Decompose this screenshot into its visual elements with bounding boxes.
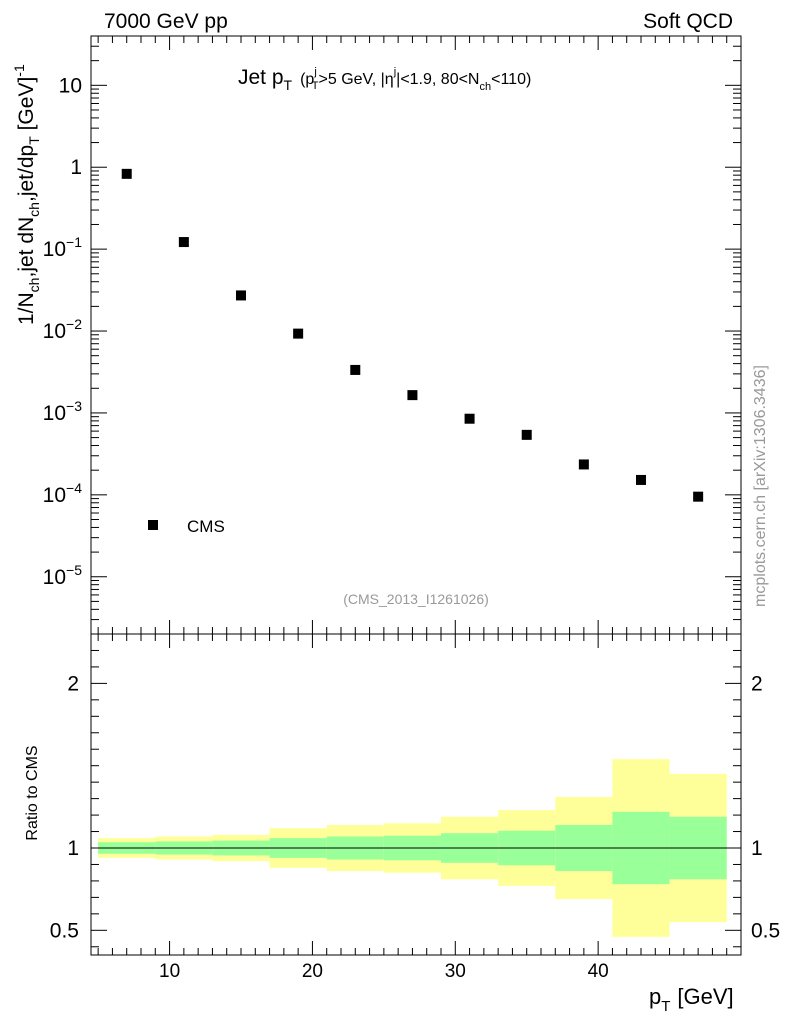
data-point-7 <box>521 429 532 440</box>
data-point-2 <box>236 290 246 301</box>
data-point-6 <box>464 413 475 424</box>
axis-ticks <box>91 35 741 955</box>
header-left: 7000 GeV pp <box>104 10 228 33</box>
x-tick-label-3: 40 <box>588 961 609 982</box>
data-point-0 <box>121 168 132 179</box>
y-tick-label-3: 10−2 <box>43 316 83 343</box>
data-points <box>121 168 704 502</box>
data-point-9 <box>636 474 646 485</box>
y-tick-label-4: 10−1 <box>43 234 83 261</box>
y-tick-label-2: 10−3 <box>43 398 83 425</box>
legend-label-cms: CMS <box>187 517 225 536</box>
data-point-10 <box>693 491 704 502</box>
axis-tick-labels: 10 20 30 40 10−5 10−4 10−3 10−2 10−1 1 10 0.5 0.5 1 1 2… <box>43 74 781 982</box>
y-tick-label-1: 10−4 <box>43 480 83 507</box>
header-right: Soft QCD <box>643 10 733 33</box>
ratio-y-tick-label-right-2: 2 <box>751 672 763 695</box>
data-point-5 <box>407 390 418 401</box>
main-plot-frame <box>90 35 742 635</box>
watermark: mcplots.cern.ch [arXiv:1306.3436] <box>752 365 769 607</box>
ratio-y-tick-label-left-2: 2 <box>67 672 79 695</box>
data-point-3 <box>293 328 304 339</box>
y-axis-label: 1/Nch,jet dNch,jet/dpT [GeV]-1 <box>11 64 42 325</box>
ratio-y-tick-label-right-0: 0.5 <box>751 919 780 942</box>
x-tick-label-0: 10 <box>159 961 180 982</box>
ratio-y-tick-label-left-0: 0.5 <box>50 919 79 942</box>
x-tick-label-2: 30 <box>445 961 466 982</box>
x-tick-label-1: 20 <box>302 961 323 982</box>
legend-marker-cms <box>148 520 158 530</box>
ratio-axis-label: Ratio to CMS <box>24 745 41 840</box>
x-axis-label: pT [GeV] <box>649 984 734 1015</box>
data-point-1 <box>178 237 189 248</box>
y-tick-label-6: 10 <box>59 74 82 97</box>
y-tick-label-5: 1 <box>70 156 82 179</box>
ratio-plot-frame <box>90 633 742 956</box>
plot-title: Jet pT (pj T>5 GeV, |ηj|<1.9, 80<Nch<110) <box>238 66 531 93</box>
data-point-4 <box>350 364 361 375</box>
analysis-id: (CMS_2013_I1261026) <box>343 591 489 607</box>
ratio-y-tick-label-left-1: 1 <box>67 837 79 860</box>
ratio-y-tick-label-right-1: 1 <box>751 837 763 860</box>
y-tick-label-0: 10−5 <box>43 562 83 589</box>
data-point-8 <box>578 459 589 470</box>
